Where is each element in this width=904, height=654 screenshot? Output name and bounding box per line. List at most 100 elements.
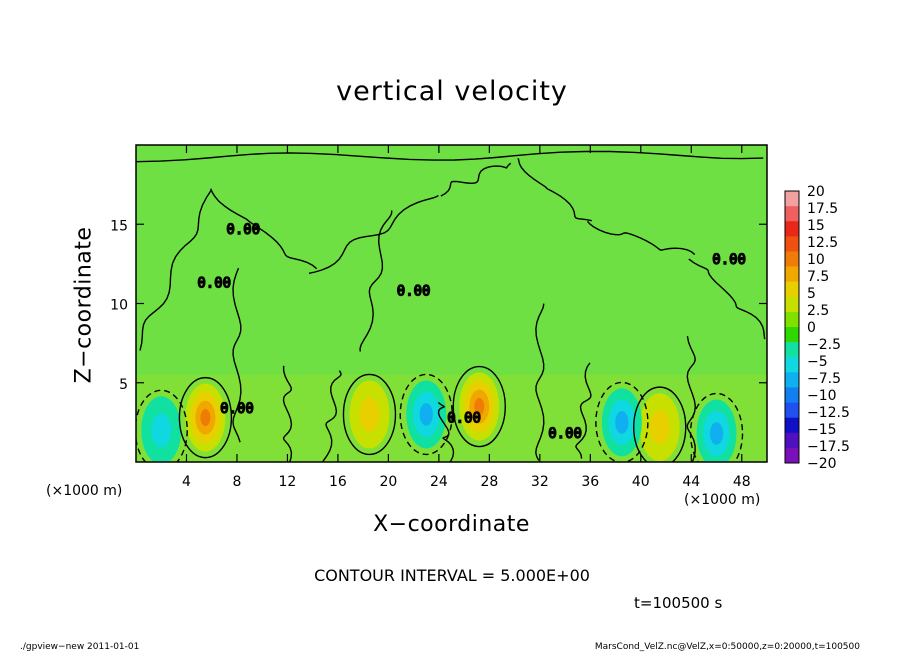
zero-contour-12 <box>535 303 545 461</box>
zero-contour-4 <box>440 162 512 197</box>
x-tick-label-11: 48 <box>733 474 751 490</box>
colorbar-segment-9 <box>785 327 799 343</box>
colorbar-label-5: 7.5 <box>807 269 829 285</box>
zero-contour-14 <box>686 335 697 462</box>
x-tick-label-0: 4 <box>182 474 191 490</box>
field-feature-6-level-2 <box>615 411 629 434</box>
colorbar-label-4: 10 <box>807 252 825 268</box>
zero-contour-8 <box>359 210 393 352</box>
y-axis-label: Z−coordinate <box>71 226 97 384</box>
x-tick-label-9: 40 <box>632 474 650 490</box>
colorbar-label-7: 2.5 <box>807 303 829 319</box>
x-tick-label-7: 32 <box>531 474 549 490</box>
colorbar-segment-5 <box>785 266 799 282</box>
feature-contour-3 <box>452 365 506 448</box>
contour-label-3: 0.00 <box>397 284 431 300</box>
zero-contour-9 <box>232 267 242 443</box>
zero-contour-1 <box>139 190 212 351</box>
x-tick-label-8: 36 <box>581 474 599 490</box>
footer-left: ./gpview−new 2011-01-01 <box>20 642 140 652</box>
colorbar-segment-12 <box>785 372 799 388</box>
x-unit-label-left: (×1000 m) <box>46 483 123 499</box>
zero-contour-7 <box>688 258 766 340</box>
field-feature-0-level-3 <box>200 409 211 427</box>
colorbar-segment-8 <box>785 311 799 328</box>
field-feature-7-level-2 <box>709 422 724 445</box>
colorbar-segment-11 <box>785 357 799 373</box>
footer-right: MarsCond_VelZ.nc@VelZ,x=0:50000,z=0:2000… <box>594 642 860 652</box>
zero-contour-2 <box>210 188 318 270</box>
contour-label-5: 0.00 <box>548 426 582 442</box>
feature-contour-4 <box>633 386 687 462</box>
contour-label-2: 0.00 <box>220 401 254 417</box>
x-tick-label-1: 8 <box>232 474 241 490</box>
colorbar-frame <box>784 190 800 464</box>
colorbar-label-12: −10 <box>807 388 837 404</box>
colorbar-segment-13 <box>785 387 799 403</box>
field-feature-1-level-1 <box>359 397 380 432</box>
feature-contour-0 <box>178 376 233 459</box>
zero-contour-5 <box>517 157 592 222</box>
colorbar-segment-1 <box>785 206 799 222</box>
colorbar-label-6: 5 <box>807 286 816 302</box>
colorbar-segment-6 <box>785 281 799 298</box>
contour-label-1: 0.00 <box>197 276 231 292</box>
colorbar-label-9: −2.5 <box>807 337 841 353</box>
field-feature-3-level-3 <box>474 398 485 416</box>
x-tick-label-5: 24 <box>430 474 448 490</box>
zero-contour-11 <box>437 402 455 462</box>
contour-label-0: 0.00 <box>226 222 260 238</box>
x-tick-label-2: 12 <box>279 474 297 490</box>
contour-label-6: 0.00 <box>712 252 746 268</box>
colorbar-label-1: 17.5 <box>807 201 838 217</box>
field-feature-5-level-1 <box>151 413 172 448</box>
colorbar-label-16: −20 <box>807 456 837 472</box>
zero-contour-0 <box>136 150 764 163</box>
feature-contour-2 <box>399 373 453 456</box>
contour-label-4: 0.00 <box>447 410 481 426</box>
feature-contour-5 <box>136 389 188 462</box>
contour-interval-label: CONTOUR INTERVAL = 5.000E+00 <box>314 566 590 585</box>
feature-contour-1 <box>342 373 397 456</box>
colorbar-segment-17 <box>785 447 799 464</box>
x-unit-label-right: (×1000 m) <box>684 492 761 508</box>
colorbar-segment-14 <box>785 402 799 418</box>
colorbar: 2017.51512.5107.552.50−2.5−5−7.5−10−12.5… <box>784 184 850 472</box>
chart-title: vertical velocity <box>336 76 568 107</box>
colorbar-label-0: 20 <box>807 184 825 200</box>
contour-layer: 0.00 0.00 0.00 0.00 0.00 0.00 0.00 <box>136 150 766 462</box>
colorbar-label-3: 12.5 <box>807 235 838 251</box>
colorbar-segment-4 <box>785 251 799 267</box>
colorbar-segment-3 <box>785 236 799 252</box>
zero-contour-10 <box>282 365 293 462</box>
colorbar-label-14: −15 <box>807 422 837 438</box>
y-tick-label-1: 10 <box>110 298 128 314</box>
zero-contour-6 <box>586 220 696 256</box>
colorbar-segment-16 <box>785 432 799 449</box>
colorbar-segment-0 <box>785 191 799 207</box>
colorbar-segment-7 <box>785 296 799 313</box>
feature-contour-6 <box>595 381 649 462</box>
zero-contour-15 <box>321 370 342 462</box>
x-tick-label-3: 16 <box>329 474 347 490</box>
x-tick-label-10: 44 <box>682 474 700 490</box>
x-axis-label: X−coordinate <box>373 512 530 537</box>
colorbar-segment-10 <box>785 342 799 358</box>
x-tick-label-6: 28 <box>480 474 498 490</box>
colorbar-label-10: −5 <box>807 354 828 370</box>
colorbar-label-15: −17.5 <box>807 439 850 455</box>
field-feature-4-level-1 <box>649 410 670 445</box>
y-tick-label-0: 5 <box>119 377 128 393</box>
colorbar-label-2: 15 <box>807 218 825 234</box>
colorbar-segment-15 <box>785 417 799 434</box>
colorbar-label-11: −7.5 <box>807 371 841 387</box>
colorbar-label-8: 0 <box>807 320 816 336</box>
colorbar-label-13: −12.5 <box>807 405 850 421</box>
colorbar-segment-2 <box>785 221 799 237</box>
field-feature-2-level-2 <box>419 403 433 426</box>
zero-contour-13 <box>575 362 592 459</box>
time-label: t=100500 s <box>634 594 723 612</box>
y-tick-label-2: 15 <box>110 218 128 234</box>
x-tick-label-4: 20 <box>379 474 397 490</box>
